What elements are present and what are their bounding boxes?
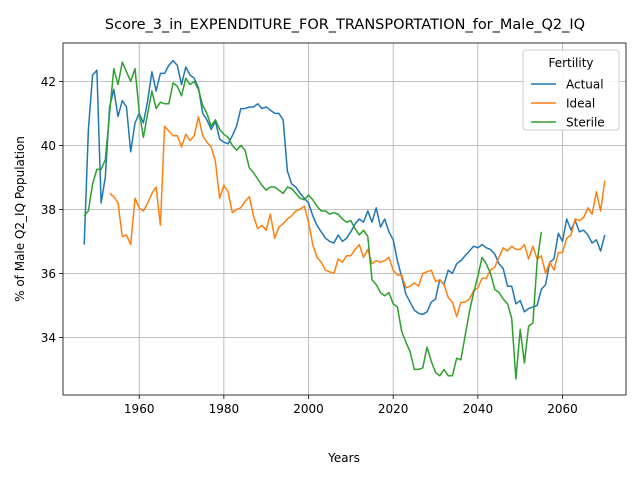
- x-tick-label: 2020: [378, 402, 409, 416]
- y-tick-label: 42: [41, 75, 56, 89]
- x-tick-label: 2060: [547, 402, 578, 416]
- legend-box: [522, 49, 620, 131]
- y-tick-label: 40: [41, 139, 56, 153]
- legend-label-sterile: Sterile: [566, 116, 605, 130]
- chart-title: Score_3_in_EXPENDITURE_FOR_TRANSPORTATIO…: [105, 17, 585, 33]
- x-tick-label: 2040: [463, 402, 494, 416]
- y-axis-label: % of Male Q2_IQ Population: [13, 136, 27, 302]
- x-tick-label: 1960: [124, 402, 155, 416]
- x-tick-label: 1980: [209, 402, 240, 416]
- series-line-sterile: [83, 61, 543, 380]
- series-line-actual: [83, 59, 606, 316]
- series-lines: [83, 59, 606, 380]
- legend: Fertility Actual Ideal Sterile: [522, 49, 620, 131]
- plot-frame: [62, 42, 627, 396]
- x-axis-label: Years: [327, 451, 360, 465]
- x-tick-label: 2000: [293, 402, 324, 416]
- y-tick-label: 34: [41, 331, 56, 345]
- y-tick-label: 38: [41, 203, 56, 217]
- legend-label-ideal: Ideal: [566, 97, 595, 111]
- y-tick-label: 36: [41, 267, 56, 281]
- series-line-ideal: [109, 115, 606, 318]
- legend-title: Fertility: [548, 56, 593, 70]
- x-axis: 1960 1980 2000 2020 2040 2060: [124, 395, 578, 416]
- legend-label-actual: Actual: [566, 78, 604, 92]
- y-axis: 34 36 38 40 42: [41, 75, 63, 345]
- legend-items: Actual Ideal Sterile: [531, 78, 605, 130]
